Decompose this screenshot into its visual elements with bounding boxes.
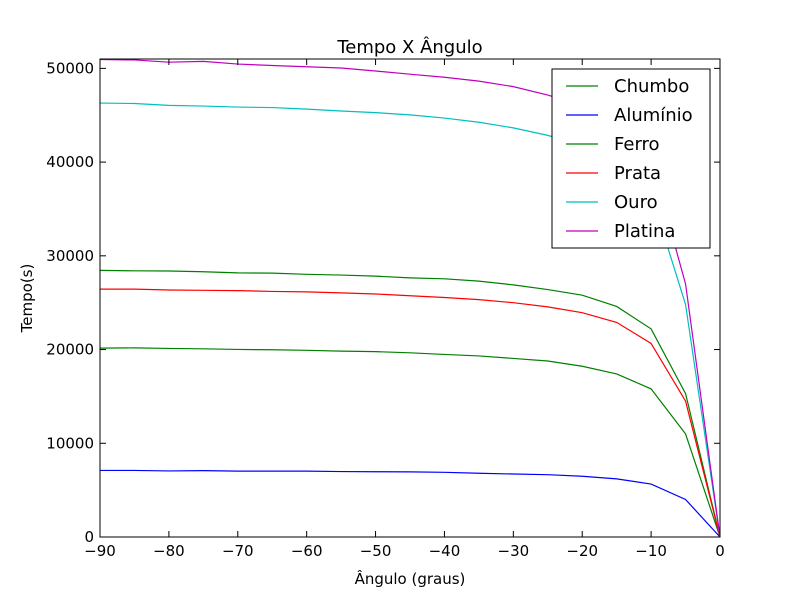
legend-label: Alumínio [614, 105, 693, 126]
x-tick-label: −20 [566, 542, 598, 560]
x-tick-label: −70 [222, 542, 254, 560]
series-line-prata [100, 288, 721, 538]
series-line-chumbo [99, 269, 721, 538]
y-tick-label: 40000 [46, 153, 94, 171]
x-axis: −90 −80 −70 −60 −50 −40 −30 −20 −10 0 [84, 59, 725, 560]
legend-label: Ferro [614, 134, 660, 155]
y-axis-title: Tempo(s) [18, 264, 36, 334]
x-tick-label: −10 [635, 542, 667, 560]
x-tick-label: 0 [715, 542, 725, 560]
x-tick-label: −80 [153, 542, 185, 560]
x-tick-label: −60 [291, 542, 323, 560]
series-line-alumínio [100, 469, 721, 538]
x-tick-label: −50 [360, 542, 392, 560]
series-line-ferro [99, 347, 721, 538]
y-axis: 0 10000 20000 30000 40000 50000 [46, 59, 720, 546]
y-tick-label: 20000 [46, 341, 94, 359]
legend-label: Ouro [614, 192, 658, 213]
y-tick-label: 30000 [46, 247, 94, 265]
legend-label: Prata [614, 163, 661, 184]
x-tick-label: −90 [84, 542, 116, 560]
x-tick-label: −30 [498, 542, 530, 560]
x-axis-title: Ângulo (graus) [355, 569, 466, 588]
y-tick-label: 50000 [46, 59, 94, 77]
legend-label: Platina [614, 221, 675, 242]
legend-label: Chumbo [614, 76, 689, 97]
y-tick-label: 10000 [46, 434, 94, 452]
plot-lines [99, 58, 721, 538]
x-tick-label: −40 [429, 542, 461, 560]
legend: Chumbo Alumínio Ferro Prata Ouro Platina [551, 68, 711, 249]
y-tick-label: 0 [84, 528, 94, 546]
chart-title: Tempo X Ângulo [336, 36, 482, 58]
plot-frame [99, 58, 721, 538]
legend-box [551, 68, 711, 249]
